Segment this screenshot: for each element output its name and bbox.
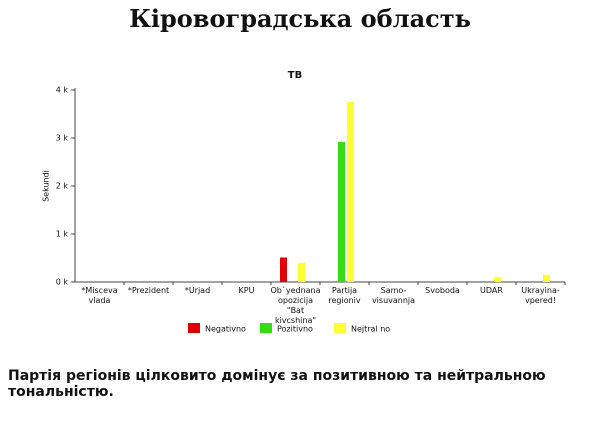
x-tick-label: Partija regioniv — [328, 286, 361, 305]
x-tick-label: *Prezident — [127, 286, 170, 295]
x-tick-label: *Misceva vlada — [81, 286, 118, 305]
y-axis-label: Sekundi — [42, 170, 51, 202]
bar — [338, 141, 345, 282]
y-tick-label: 3 k — [56, 134, 69, 143]
chart-title: ТВ — [288, 70, 302, 81]
y-tick-label: 2 k — [56, 182, 69, 191]
legend-swatch — [334, 323, 346, 333]
x-tick-label: Ukrayina- vpered! — [521, 286, 560, 305]
x-tick-label: Samo- visuvannja — [371, 286, 416, 305]
bar — [280, 257, 287, 282]
x-tick-label: *Urjad — [184, 286, 211, 295]
bar — [298, 262, 305, 282]
x-tick-label: Ob`yednana opozicija "Bat kivcshina" — [270, 286, 321, 325]
legend-swatch — [188, 323, 200, 333]
y-tick-label: 0 k — [56, 278, 69, 287]
y-tick-label: 1 k — [56, 230, 69, 239]
legend-swatch — [260, 323, 272, 333]
x-tick-label: KPU — [238, 286, 255, 295]
legend-label: Nejtral no — [351, 325, 390, 334]
legend-label: Negativno — [205, 325, 246, 334]
bar — [347, 102, 354, 282]
legend-label: Pozitivno — [277, 325, 313, 334]
bar — [494, 277, 501, 282]
bar — [543, 274, 550, 282]
y-tick-label: 4 k — [56, 86, 69, 95]
slide-note: Партія регіонів цілковито домінує за поз… — [8, 368, 546, 400]
slide-title: Кіровоградська область — [129, 4, 471, 33]
x-tick-label: Svoboda — [425, 286, 460, 295]
x-tick-label: UDAR — [480, 286, 503, 295]
